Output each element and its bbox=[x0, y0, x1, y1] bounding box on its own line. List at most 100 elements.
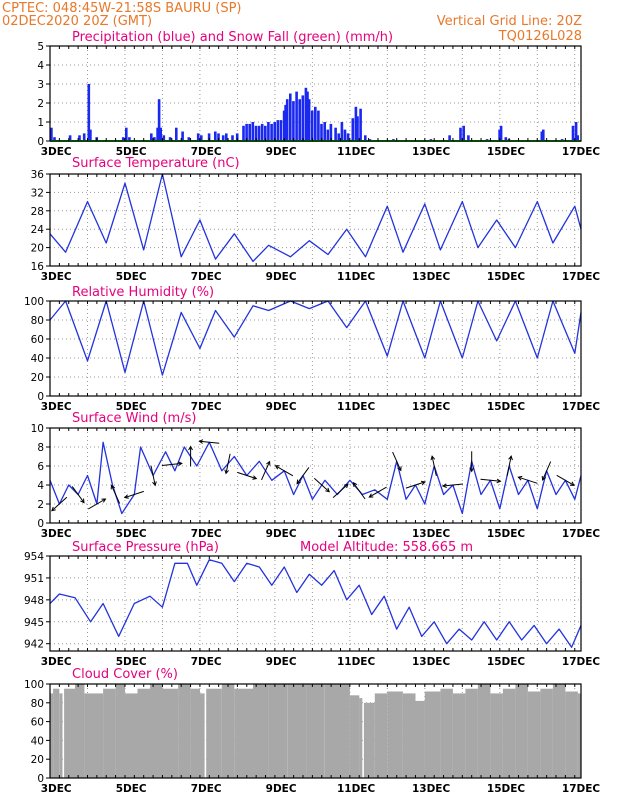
y-tick-label: 942 bbox=[24, 639, 44, 651]
cloud-cover-area bbox=[340, 684, 350, 778]
wind-arrow-head bbox=[274, 465, 280, 470]
precip-bar bbox=[499, 125, 503, 141]
precip-bar bbox=[181, 131, 184, 141]
y-tick-label: 948 bbox=[24, 595, 44, 607]
wind-arrow-shaft bbox=[369, 486, 387, 498]
wind-arrow-head bbox=[325, 487, 330, 493]
precip-bar bbox=[264, 125, 267, 141]
x-tick-label: 7DEC bbox=[191, 146, 222, 158]
wind-panel: Surface Wind (m/s) 0 2 4 6 8 10 3DEC 5DEC 7DEC 9D… bbox=[31, 411, 601, 540]
pressure-panel: Surface Pressure (hPa) Model Altitude: 5… bbox=[24, 540, 600, 668]
header-run-time: 02DEC2020 20Z (GMT) bbox=[2, 14, 152, 29]
precip-bar bbox=[121, 137, 125, 141]
precip-bar bbox=[175, 127, 178, 141]
precip-bar bbox=[50, 127, 53, 141]
precip-bar bbox=[467, 135, 470, 141]
cloud-cover-area bbox=[502, 688, 516, 778]
cloud-cover-area bbox=[162, 688, 178, 778]
humidity-panel: Relative Humidity (%) 0 20 40 60 80 100 3DEC 5D… bbox=[24, 285, 600, 413]
precip-bar bbox=[68, 135, 72, 141]
cloud-cover-area bbox=[221, 684, 235, 778]
x-tick-label: 9DEC bbox=[266, 783, 297, 795]
precip-bar bbox=[307, 99, 311, 141]
x-tick-label: 13DEC bbox=[412, 528, 451, 540]
panel-frame bbox=[49, 173, 582, 267]
x-tick-label: 3DEC bbox=[41, 401, 72, 413]
x-tick-label: 11DEC bbox=[337, 528, 376, 540]
x-tick-label: 15DEC bbox=[487, 783, 526, 795]
wind-series-line bbox=[49, 441, 582, 515]
y-tick-label: 4 bbox=[37, 480, 44, 492]
wind-arrow-shaft bbox=[392, 451, 402, 471]
x-tick-label: 3DEC bbox=[41, 783, 72, 795]
precip-bar bbox=[157, 99, 161, 141]
wind-arrow-shaft bbox=[237, 471, 257, 480]
precip-bar bbox=[162, 135, 166, 141]
precip-bar bbox=[200, 135, 203, 141]
x-tick-label: 17DEC bbox=[562, 783, 601, 795]
x-tick-label: 13DEC bbox=[412, 401, 451, 413]
x-tick-label: 11DEC bbox=[337, 656, 376, 668]
cloud-cover-area bbox=[349, 695, 360, 778]
cloud-cover-area bbox=[415, 700, 425, 778]
precip-bar bbox=[337, 133, 340, 141]
x-tick-label: 13DEC bbox=[412, 146, 451, 158]
x-tick-label: 15DEC bbox=[487, 271, 526, 283]
x-tick-label: 3DEC bbox=[41, 146, 72, 158]
wind-arrow-shaft bbox=[332, 483, 349, 498]
wind-arrow-head bbox=[123, 494, 129, 499]
precip-bar bbox=[82, 133, 86, 141]
cloud-cover-area bbox=[53, 688, 60, 778]
y-tick-label: 80 bbox=[31, 315, 44, 327]
cloud-cover-area bbox=[150, 684, 163, 778]
wind-arrow-shaft bbox=[150, 465, 156, 486]
x-tick-label: 3DEC bbox=[41, 271, 72, 283]
y-tick-label: 24 bbox=[31, 224, 45, 236]
wind-arrow-shaft bbox=[87, 498, 106, 510]
cloud-cover-area bbox=[50, 693, 54, 778]
precip-bar bbox=[576, 135, 579, 141]
precip-bar bbox=[260, 123, 264, 141]
cloud-cover-area bbox=[287, 684, 307, 778]
y-tick-label: 60 bbox=[31, 717, 44, 729]
precip-bar bbox=[359, 108, 362, 141]
precip-bar bbox=[498, 129, 501, 141]
precip-bar bbox=[248, 123, 251, 141]
x-tick-label: 15DEC bbox=[487, 656, 526, 668]
cloud-cover-area bbox=[403, 693, 416, 778]
precip-bar bbox=[304, 87, 308, 141]
precip-bar bbox=[540, 131, 544, 141]
cloud-cover-area bbox=[59, 693, 63, 778]
pressure-series-line bbox=[49, 559, 582, 648]
precip-bar bbox=[285, 99, 289, 141]
wind-arrow-head bbox=[368, 493, 374, 498]
cloud-cover-area bbox=[75, 684, 85, 778]
y-tick-label: 4 bbox=[37, 60, 44, 72]
wind-arrow-head bbox=[541, 475, 547, 481]
header-grid-line: Vertical Grid Line: 20Z bbox=[437, 14, 582, 29]
cloud-cover-area bbox=[84, 693, 104, 778]
y-tick-label: 0 bbox=[37, 391, 44, 403]
y-tick-label: 20 bbox=[31, 754, 44, 766]
x-tick-label: 17DEC bbox=[562, 146, 601, 158]
precip-bar bbox=[329, 123, 333, 141]
y-tick-label: 28 bbox=[31, 206, 44, 218]
rh-series-line bbox=[49, 300, 582, 376]
y-tick-label: 80 bbox=[31, 698, 44, 710]
wind-arrow-head bbox=[296, 479, 301, 485]
precip-bar bbox=[356, 116, 359, 141]
wind-arrow-shaft bbox=[111, 485, 121, 504]
y-tick-label: 20 bbox=[31, 243, 44, 255]
cloud-cover-area bbox=[206, 688, 222, 778]
wind-arrow-head bbox=[198, 439, 204, 444]
y-tick-label: 10 bbox=[31, 423, 44, 435]
wind-arrow-shaft bbox=[431, 456, 437, 476]
precipitation-title: Precipitation (blue) and Snow Fall (gree… bbox=[72, 30, 393, 45]
panel-frame bbox=[49, 683, 582, 779]
wind-arrow-head bbox=[224, 469, 229, 475]
wind-arrow-head bbox=[430, 455, 436, 461]
precip-bar bbox=[334, 127, 337, 141]
precip-bar bbox=[78, 135, 81, 141]
y-tick-label: 0 bbox=[37, 773, 44, 785]
cloud-cover-area bbox=[387, 691, 403, 778]
